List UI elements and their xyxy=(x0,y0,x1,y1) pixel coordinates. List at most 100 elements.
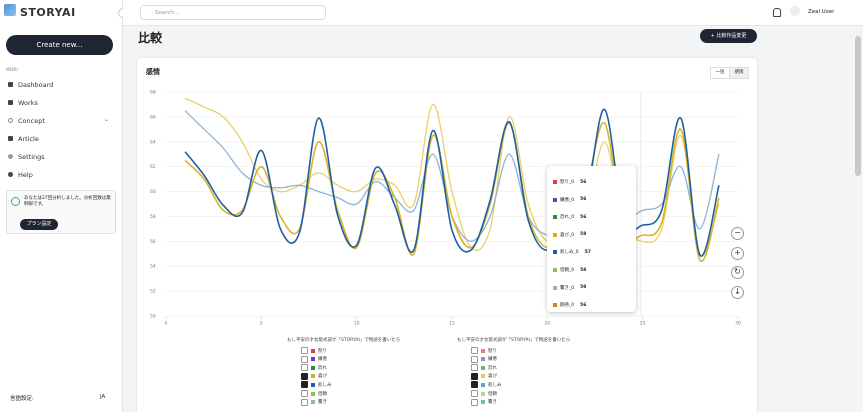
menu-text: Article xyxy=(18,135,39,143)
legend-item[interactable]: 怒り xyxy=(301,347,327,354)
checkbox[interactable] xyxy=(471,347,478,354)
legend-title: もし平安の才女紫式部が「STORYAI」で物語を書いたら xyxy=(457,338,571,343)
plan-button[interactable]: プラン設定 xyxy=(20,219,58,230)
x-tick-label: 30 xyxy=(735,321,741,327)
legend-swatch xyxy=(311,348,315,353)
legend-item[interactable]: 喜び xyxy=(471,372,497,380)
zoom-out[interactable]: − xyxy=(731,227,744,240)
menu-item[interactable]: Settings xyxy=(8,153,45,161)
checkbox[interactable] xyxy=(471,381,478,389)
legend-label: 悲しみ xyxy=(488,382,502,388)
x-tick-label: 25 xyxy=(640,321,646,327)
tooltip-row: 怒り_0 56 xyxy=(553,179,586,185)
logo[interactable]: STORYAI xyxy=(20,6,76,19)
download[interactable]: ↓ xyxy=(731,286,744,299)
tooltip-value: 58 xyxy=(580,232,587,238)
y-tick-label: 54 xyxy=(150,264,156,270)
checkbox[interactable] xyxy=(471,355,478,363)
language-select[interactable]: JA xyxy=(100,394,106,400)
tooltip-row: 驚き_0 59 xyxy=(553,285,586,291)
legend-item[interactable]: 恐れ xyxy=(301,364,327,372)
tooltip-value: 56 xyxy=(580,302,587,308)
legend-item[interactable]: 信頼 xyxy=(301,390,327,397)
chevron: ⌄ xyxy=(104,116,110,123)
checkbox[interactable] xyxy=(301,390,308,397)
user-name[interactable]: Zeal User xyxy=(808,9,835,15)
checkbox[interactable] xyxy=(301,364,308,372)
tooltip-label: 嫌悪_0 xyxy=(560,197,575,203)
tooltip-row: 期待_0 56 xyxy=(553,302,586,308)
legend-item[interactable]: 悲しみ xyxy=(471,381,502,389)
topbar xyxy=(123,0,863,26)
menu-item[interactable]: Help xyxy=(8,171,33,179)
language-label: 言語設定: xyxy=(10,396,34,402)
tooltip-swatch xyxy=(553,232,557,237)
legend-label: 恐れ xyxy=(318,365,327,371)
y-tick-label: 52 xyxy=(150,289,156,295)
x-tick-label: 5 xyxy=(260,321,263,327)
checkbox[interactable] xyxy=(471,364,478,372)
x-tick-label: 20 xyxy=(544,321,550,327)
page-title: 比較 xyxy=(138,31,163,45)
legend-item[interactable]: 信頼 xyxy=(471,390,497,397)
checkbox[interactable] xyxy=(471,372,478,380)
menu-item[interactable]: Works xyxy=(8,99,38,107)
menu-item[interactable]: Dashboard xyxy=(8,81,53,89)
legend-label: 嫌悪 xyxy=(488,357,497,363)
checkbox[interactable] xyxy=(471,390,478,397)
checkbox[interactable] xyxy=(471,398,478,406)
legend-swatch xyxy=(311,400,315,405)
legend-item[interactable]: 嫌悪 xyxy=(471,355,497,363)
legend-label: 恐れ xyxy=(488,365,497,371)
tooltip: 怒り_0 56 嫌悪_0 56 恐れ_0 56 喜び_0 58 悲しみ_0 57 信頼_0 58 驚き_… xyxy=(547,166,636,312)
legend-swatch xyxy=(311,391,315,396)
reset-zoom[interactable]: ↻ xyxy=(731,266,744,279)
tooltip-value: 56 xyxy=(580,214,587,220)
legend-swatch xyxy=(311,357,315,362)
checkbox[interactable] xyxy=(301,355,308,363)
tooltip-swatch xyxy=(553,215,557,220)
checkbox[interactable] xyxy=(301,372,308,380)
legend-swatch xyxy=(481,391,485,396)
legend-label: 嫌悪 xyxy=(318,357,327,363)
tooltip-label: 悲しみ_0 xyxy=(560,250,579,256)
checkbox[interactable] xyxy=(301,347,308,354)
tooltip-swatch xyxy=(553,197,557,202)
search-input[interactable]: Search... xyxy=(140,5,326,20)
checkbox[interactable] xyxy=(301,381,308,389)
legend-swatch xyxy=(481,365,485,370)
tooltip-swatch xyxy=(553,268,557,272)
tooltip-row: 恐れ_0 56 xyxy=(553,214,586,220)
zoom-in[interactable]: + xyxy=(731,247,744,260)
menu-item[interactable]: Article xyxy=(8,135,39,143)
tooltip-value: 57 xyxy=(584,249,591,255)
change-works-button[interactable]: + 比較作品変更 xyxy=(700,29,757,43)
legend-label: 信頼 xyxy=(318,391,327,397)
line-series xyxy=(184,97,720,256)
menu-item[interactable]: Concept xyxy=(8,117,45,125)
x-tick-label: 0 xyxy=(165,321,168,327)
legend-swatch xyxy=(481,400,485,405)
y-tick-label: 68 xyxy=(150,90,156,96)
tab[interactable]: 一括 xyxy=(710,67,730,79)
legend-item[interactable]: 恐れ xyxy=(471,364,497,372)
checkbox[interactable] xyxy=(301,398,308,406)
line-series xyxy=(184,122,720,263)
legend-item[interactable]: 驚き xyxy=(471,398,497,406)
legend-label: 驚き xyxy=(488,400,497,406)
scrollbar[interactable] xyxy=(855,36,861,176)
legend-item[interactable]: 悲しみ xyxy=(301,381,332,389)
avatar[interactable] xyxy=(790,6,800,16)
notification-icon[interactable] xyxy=(773,8,781,17)
tooltip-value: 58 xyxy=(580,267,587,273)
tab[interactable]: 感情 xyxy=(729,67,749,79)
legend-item[interactable]: 嫌悪 xyxy=(301,355,327,363)
tooltip-label: 驚き_0 xyxy=(560,285,575,291)
y-tick-label: 64 xyxy=(150,139,156,145)
tooltip-label: 喜び_0 xyxy=(560,232,575,238)
legend-item[interactable]: 驚き xyxy=(301,398,327,406)
legend-item[interactable]: 喜び xyxy=(301,372,327,380)
create-button[interactable]: Create new... xyxy=(6,35,113,55)
legend-item[interactable]: 怒り xyxy=(471,347,497,354)
